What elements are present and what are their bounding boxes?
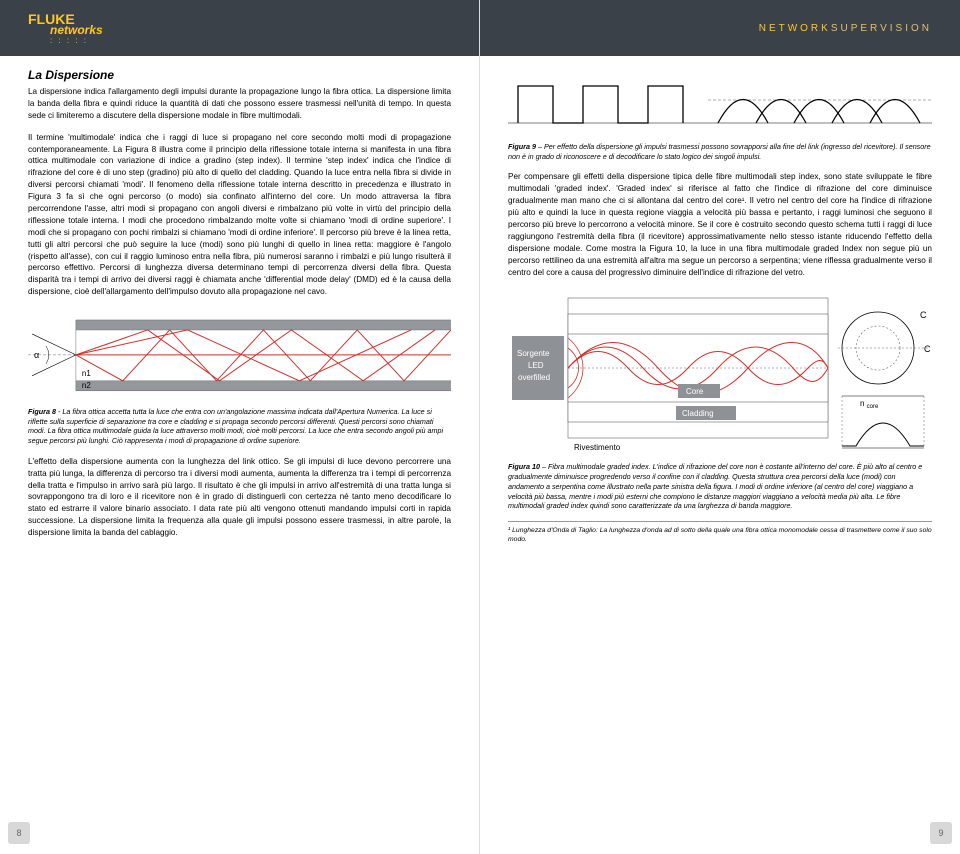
fig8-n1-label: n1 [82, 369, 91, 378]
header-right-b: SUPERVISION [831, 23, 932, 34]
page-number-right: 9 [930, 822, 952, 844]
fig10-riv-label: Rivestimento [574, 443, 621, 452]
figure-8: α n1 n2 [28, 308, 451, 403]
page-right: NETWORKSUPERVISION Figura 9 – Per effett… [480, 0, 960, 854]
figure-10: Sorgente LED overfilled Core Cladding Ri… [508, 288, 932, 458]
para-1: La dispersione indica l'allargamento deg… [28, 86, 451, 122]
figure-8-caption: Figura 8 - La fibra ottica accetta tutta… [28, 407, 451, 446]
fig10-src-l3: overfilled [518, 373, 550, 382]
header-right: NETWORKSUPERVISION [480, 0, 960, 56]
fig10-src-l1: Sorgente [517, 349, 550, 358]
para-3: L'effetto della dispersione aumenta con … [28, 456, 451, 539]
figure-10-svg: Sorgente LED overfilled Core Cladding Ri… [508, 288, 932, 458]
logo-dots: : : : : : [50, 36, 103, 45]
logo-block: FLUKE networks : : : : : [28, 12, 103, 45]
header-right-a: NETWORK [759, 23, 831, 34]
para-2: Il termine 'multimodale' indica che i ra… [28, 132, 451, 298]
figure-9-caption: Figura 9 – Per effetto della dispersione… [508, 142, 932, 161]
section-title: La Dispersione [28, 68, 451, 82]
page-left: FLUKE networks : : : : : La Dispersione … [0, 0, 480, 854]
footnote-1: ¹ Lunghezza d'Onda di Taglio: La lunghez… [508, 521, 932, 544]
page-number-left: 8 [8, 822, 30, 844]
figure-9-svg [508, 68, 932, 138]
figure-10-caption: Figura 10 – Fibra multimodale graded ind… [508, 462, 932, 511]
figure-9 [508, 68, 932, 138]
fig10-core-label: Core [686, 387, 704, 396]
fig10-c-top: C [920, 310, 927, 320]
header-right-text: NETWORKSUPERVISION [759, 23, 932, 34]
fig8-alpha-label: α [34, 350, 39, 360]
fig8-n2-label: n2 [82, 381, 91, 390]
right-para-1: Per compensare gli effetti della dispers… [508, 171, 932, 278]
fig10-c-mid: C [924, 344, 931, 354]
header-left: FLUKE networks : : : : : [0, 0, 479, 56]
fig10-cladding-label: Cladding [682, 409, 714, 418]
fig10-src-l2: LED [528, 361, 544, 370]
logo-sub: networks [50, 24, 103, 36]
figure-8-svg: α n1 n2 [28, 308, 451, 403]
